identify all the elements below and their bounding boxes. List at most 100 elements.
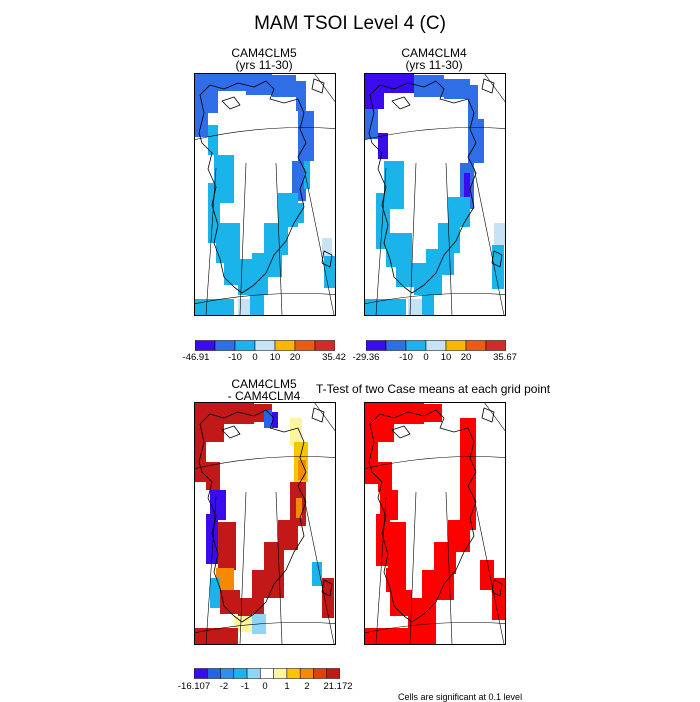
- panel-3-map: [194, 402, 336, 645]
- significance-footnote: Cells are significant at 0.1 level: [398, 692, 523, 702]
- colorbar-swatch: [326, 668, 340, 679]
- panel-2-colorbar-min: -29.36: [352, 352, 380, 363]
- map-cell: [290, 418, 302, 446]
- map-cell: [298, 111, 314, 161]
- map-cell: [264, 410, 272, 428]
- significant-cell: [394, 402, 424, 424]
- map-cell: [272, 412, 278, 428]
- latitude-line: [364, 622, 506, 634]
- map-cell: [234, 616, 252, 632]
- panel-2-colorbar-max: 35.67: [493, 352, 517, 363]
- panel-1-colorbar: [195, 340, 335, 351]
- colorbar-swatch: [485, 340, 506, 351]
- map-cell: [414, 75, 444, 97]
- latitude-line: [364, 456, 506, 470]
- map-cell: [296, 81, 306, 111]
- map-cell: [206, 514, 218, 564]
- map-cell: [218, 73, 246, 91]
- colorbar-swatch: [366, 340, 387, 351]
- longitude-line: [409, 491, 417, 645]
- panel-2-colorbar-tick: 10: [440, 352, 452, 363]
- coastline: [321, 579, 333, 597]
- colorbar-swatch: [194, 668, 208, 679]
- map-cell: [464, 173, 470, 201]
- map-cell: [210, 578, 220, 608]
- significant-cell: [388, 522, 406, 572]
- latitude-line: [364, 127, 506, 141]
- panel-1-title: CAM4CLM5 (yrs 11-30): [189, 47, 339, 71]
- colorbar-swatch: [314, 340, 335, 351]
- coastline: [221, 96, 241, 110]
- coastline: [391, 96, 411, 110]
- map-cell: [468, 85, 478, 119]
- panel-2-colorbar: [366, 340, 506, 351]
- longitude-line: [239, 162, 247, 316]
- map-cell: [322, 238, 332, 256]
- panel-3-colorbar-min: -16.107: [177, 681, 211, 692]
- coastline: [481, 78, 495, 94]
- significant-cell: [480, 560, 494, 590]
- map-cell: [292, 161, 306, 201]
- longitude-line: [313, 402, 336, 433]
- significant-cell: [364, 442, 378, 484]
- coastline: [221, 425, 241, 439]
- panel-1-map: [194, 73, 336, 316]
- panel-3-colorbar-tick: -2: [219, 681, 229, 692]
- map-cell: [296, 498, 302, 518]
- map-cell: [288, 203, 304, 223]
- map-cell: [216, 568, 234, 590]
- latitude-line: [194, 127, 336, 141]
- coastline: [368, 80, 477, 294]
- longitude-line: [303, 496, 335, 645]
- coastline: [311, 407, 325, 423]
- map-cell: [210, 490, 226, 520]
- colorbar-swatch: [465, 340, 487, 351]
- map-frame: [194, 402, 336, 645]
- longitude-line: [409, 162, 417, 316]
- panel-4-map: [364, 402, 506, 645]
- colorbar-swatch: [233, 668, 248, 679]
- panel-3-colorbar-tick: 0: [262, 681, 268, 692]
- map-cell: [448, 197, 470, 227]
- significant-cell: [460, 478, 476, 530]
- panel-3-title: CAM4CLM5 - CAM4CLM4: [189, 378, 339, 402]
- panel-2-colorbar-tick: 20: [460, 352, 472, 363]
- colorbar-swatch: [234, 340, 256, 351]
- map-cell: [264, 223, 288, 255]
- significant-cell: [422, 570, 454, 600]
- map-cell: [208, 125, 218, 155]
- significant-cell: [364, 402, 394, 442]
- longitude-line: [483, 402, 506, 433]
- significant-cell: [390, 590, 412, 616]
- map-cell: [422, 287, 434, 316]
- longitude-line: [275, 491, 283, 645]
- panel-2-title: CAM4CLM4 (yrs 11-30): [359, 47, 509, 71]
- significant-cell: [378, 462, 392, 492]
- panel-1-colorbar-tick: 20: [289, 352, 301, 363]
- map-cell: [468, 119, 484, 163]
- map-cell: [224, 402, 254, 424]
- map-cell: [494, 223, 506, 245]
- longitude-line: [205, 167, 217, 316]
- significant-cell: [492, 578, 506, 620]
- latitude-line: [364, 293, 506, 305]
- map-cell: [414, 273, 442, 295]
- map-frame: [194, 73, 336, 316]
- latitude-line: [194, 293, 336, 305]
- map-cell: [444, 79, 470, 99]
- colorbar-swatch: [214, 340, 236, 351]
- panel-1-colorbar-tick: 0: [252, 352, 258, 363]
- colorbar-swatch: [299, 668, 314, 679]
- page-title: MAM TSOI Level 4 (C): [254, 13, 446, 34]
- map-cell: [194, 299, 234, 316]
- panel-3-colorbar-max: 21.172: [323, 681, 353, 692]
- panel-2-map: [364, 73, 506, 316]
- longitude-line: [303, 167, 335, 316]
- coastline: [491, 250, 503, 268]
- map-cell: [250, 287, 264, 316]
- longitude-line: [313, 73, 336, 104]
- colorbar-swatch: [246, 668, 261, 679]
- map-cell: [208, 628, 238, 645]
- map-cell: [252, 253, 282, 277]
- panel-3-title-line1: CAM4CLM5: [231, 377, 297, 391]
